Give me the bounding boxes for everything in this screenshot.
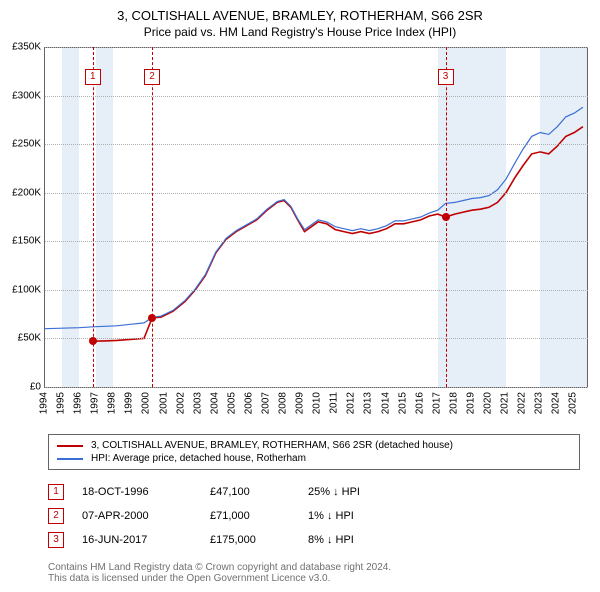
y-axis-label: £150K bbox=[1, 236, 41, 247]
x-axis-label: 2006 bbox=[243, 392, 254, 414]
sales-marker-box: 2 bbox=[48, 508, 64, 524]
x-axis-label: 2021 bbox=[500, 392, 511, 414]
x-axis-label: 2012 bbox=[346, 392, 357, 414]
y-axis-label: £250K bbox=[1, 139, 41, 150]
x-axis-label: 1999 bbox=[124, 392, 135, 414]
y-axis-label: £350K bbox=[1, 42, 41, 53]
x-axis-label: 2024 bbox=[551, 392, 562, 414]
gridline bbox=[45, 144, 588, 145]
sales-price: £71,000 bbox=[210, 510, 290, 522]
titles: 3, COLTISHALL AVENUE, BRAMLEY, ROTHERHAM… bbox=[0, 0, 600, 43]
sales-price: £175,000 bbox=[210, 534, 290, 546]
x-axis-label: 1994 bbox=[39, 392, 50, 414]
gridline bbox=[45, 338, 588, 339]
sales-row: 2 07-APR-2000 £71,000 1% ↓ HPI bbox=[48, 504, 580, 528]
x-axis-label: 1996 bbox=[73, 392, 84, 414]
x-axis-label: 2001 bbox=[158, 392, 169, 414]
sales-date: 18-OCT-1996 bbox=[82, 486, 192, 498]
x-axis-label: 1995 bbox=[56, 392, 67, 414]
x-axis-label: 1997 bbox=[90, 392, 101, 414]
x-axis-label: 2005 bbox=[226, 392, 237, 414]
sales-hpi-diff: 25% ↓ HPI bbox=[308, 486, 408, 498]
x-axis-label: 2010 bbox=[312, 392, 323, 414]
x-axis-label: 2016 bbox=[414, 392, 425, 414]
x-axis-ticks: 1994199519961997199819992000200120022003… bbox=[44, 388, 588, 428]
sales-marker-box: 1 bbox=[48, 484, 64, 500]
sales-table: 1 18-OCT-1996 £47,100 25% ↓ HPI 2 07-APR-2000… bbox=[48, 480, 580, 552]
chart-container: 3, COLTISHALL AVENUE, BRAMLEY, ROTHERHAM… bbox=[0, 0, 600, 584]
sales-price: £47,100 bbox=[210, 486, 290, 498]
gridline bbox=[45, 47, 588, 48]
x-axis-label: 2003 bbox=[192, 392, 203, 414]
footer-line-2: This data is licensed under the Open Gov… bbox=[48, 573, 580, 584]
legend-row: HPI: Average price, detached house, Roth… bbox=[57, 452, 571, 465]
marker-box: 1 bbox=[85, 69, 101, 85]
footer: Contains HM Land Registry data © Crown c… bbox=[48, 562, 580, 584]
sales-hpi-diff: 1% ↓ HPI bbox=[308, 510, 408, 522]
marker-vline bbox=[93, 47, 94, 387]
y-axis-label: £200K bbox=[1, 187, 41, 198]
footer-line-1: Contains HM Land Registry data © Crown c… bbox=[48, 562, 580, 573]
title-line-1: 3, COLTISHALL AVENUE, BRAMLEY, ROTHERHAM… bbox=[10, 8, 590, 23]
x-axis-label: 2011 bbox=[329, 392, 340, 414]
chart-svg bbox=[45, 47, 588, 387]
gridline bbox=[45, 193, 588, 194]
x-axis-label: 2019 bbox=[465, 392, 476, 414]
x-axis-label: 2022 bbox=[517, 392, 528, 414]
marker-box: 2 bbox=[144, 69, 160, 85]
legend-row: 3, COLTISHALL AVENUE, BRAMLEY, ROTHERHAM… bbox=[57, 439, 571, 452]
marker-box: 3 bbox=[438, 69, 454, 85]
sales-date: 07-APR-2000 bbox=[82, 510, 192, 522]
y-axis-label: £100K bbox=[1, 284, 41, 295]
legend-swatch bbox=[57, 458, 83, 460]
gridline bbox=[45, 96, 588, 97]
y-axis-label: £300K bbox=[1, 90, 41, 101]
x-axis-label: 2015 bbox=[397, 392, 408, 414]
x-axis-label: 2017 bbox=[431, 392, 442, 414]
series-line bbox=[93, 127, 583, 342]
legend-label: 3, COLTISHALL AVENUE, BRAMLEY, ROTHERHAM… bbox=[91, 440, 453, 451]
legend-label: HPI: Average price, detached house, Roth… bbox=[91, 453, 306, 464]
series-line bbox=[45, 107, 583, 329]
x-axis-label: 2020 bbox=[482, 392, 493, 414]
legend-swatch bbox=[57, 445, 83, 447]
marker-vline bbox=[152, 47, 153, 387]
sale-dot bbox=[148, 314, 156, 322]
y-axis-label: £50K bbox=[1, 333, 41, 344]
y-axis-label: £0 bbox=[1, 382, 41, 393]
gridline bbox=[45, 241, 588, 242]
x-axis-label: 2009 bbox=[295, 392, 306, 414]
x-axis-label: 2000 bbox=[141, 392, 152, 414]
x-axis-label: 1998 bbox=[107, 392, 118, 414]
sale-dot bbox=[442, 213, 450, 221]
sales-row: 3 16-JUN-2017 £175,000 8% ↓ HPI bbox=[48, 528, 580, 552]
legend: 3, COLTISHALL AVENUE, BRAMLEY, ROTHERHAM… bbox=[48, 434, 580, 470]
x-axis-label: 2007 bbox=[260, 392, 271, 414]
x-axis-label: 2002 bbox=[175, 392, 186, 414]
x-axis-label: 2025 bbox=[568, 392, 579, 414]
gridline bbox=[45, 290, 588, 291]
x-axis-label: 2008 bbox=[278, 392, 289, 414]
x-axis-label: 2023 bbox=[534, 392, 545, 414]
sales-hpi-diff: 8% ↓ HPI bbox=[308, 534, 408, 546]
x-axis-label: 2014 bbox=[380, 392, 391, 414]
x-axis-label: 2013 bbox=[363, 392, 374, 414]
sale-dot bbox=[89, 337, 97, 345]
x-axis-label: 2018 bbox=[448, 392, 459, 414]
sales-marker-box: 3 bbox=[48, 532, 64, 548]
x-axis-label: 2004 bbox=[209, 392, 220, 414]
title-line-2: Price paid vs. HM Land Registry's House … bbox=[10, 25, 590, 39]
plot-area: £0£50K£100K£150K£200K£250K£300K£350K123 bbox=[44, 47, 588, 388]
sales-row: 1 18-OCT-1996 £47,100 25% ↓ HPI bbox=[48, 480, 580, 504]
sales-date: 16-JUN-2017 bbox=[82, 534, 192, 546]
